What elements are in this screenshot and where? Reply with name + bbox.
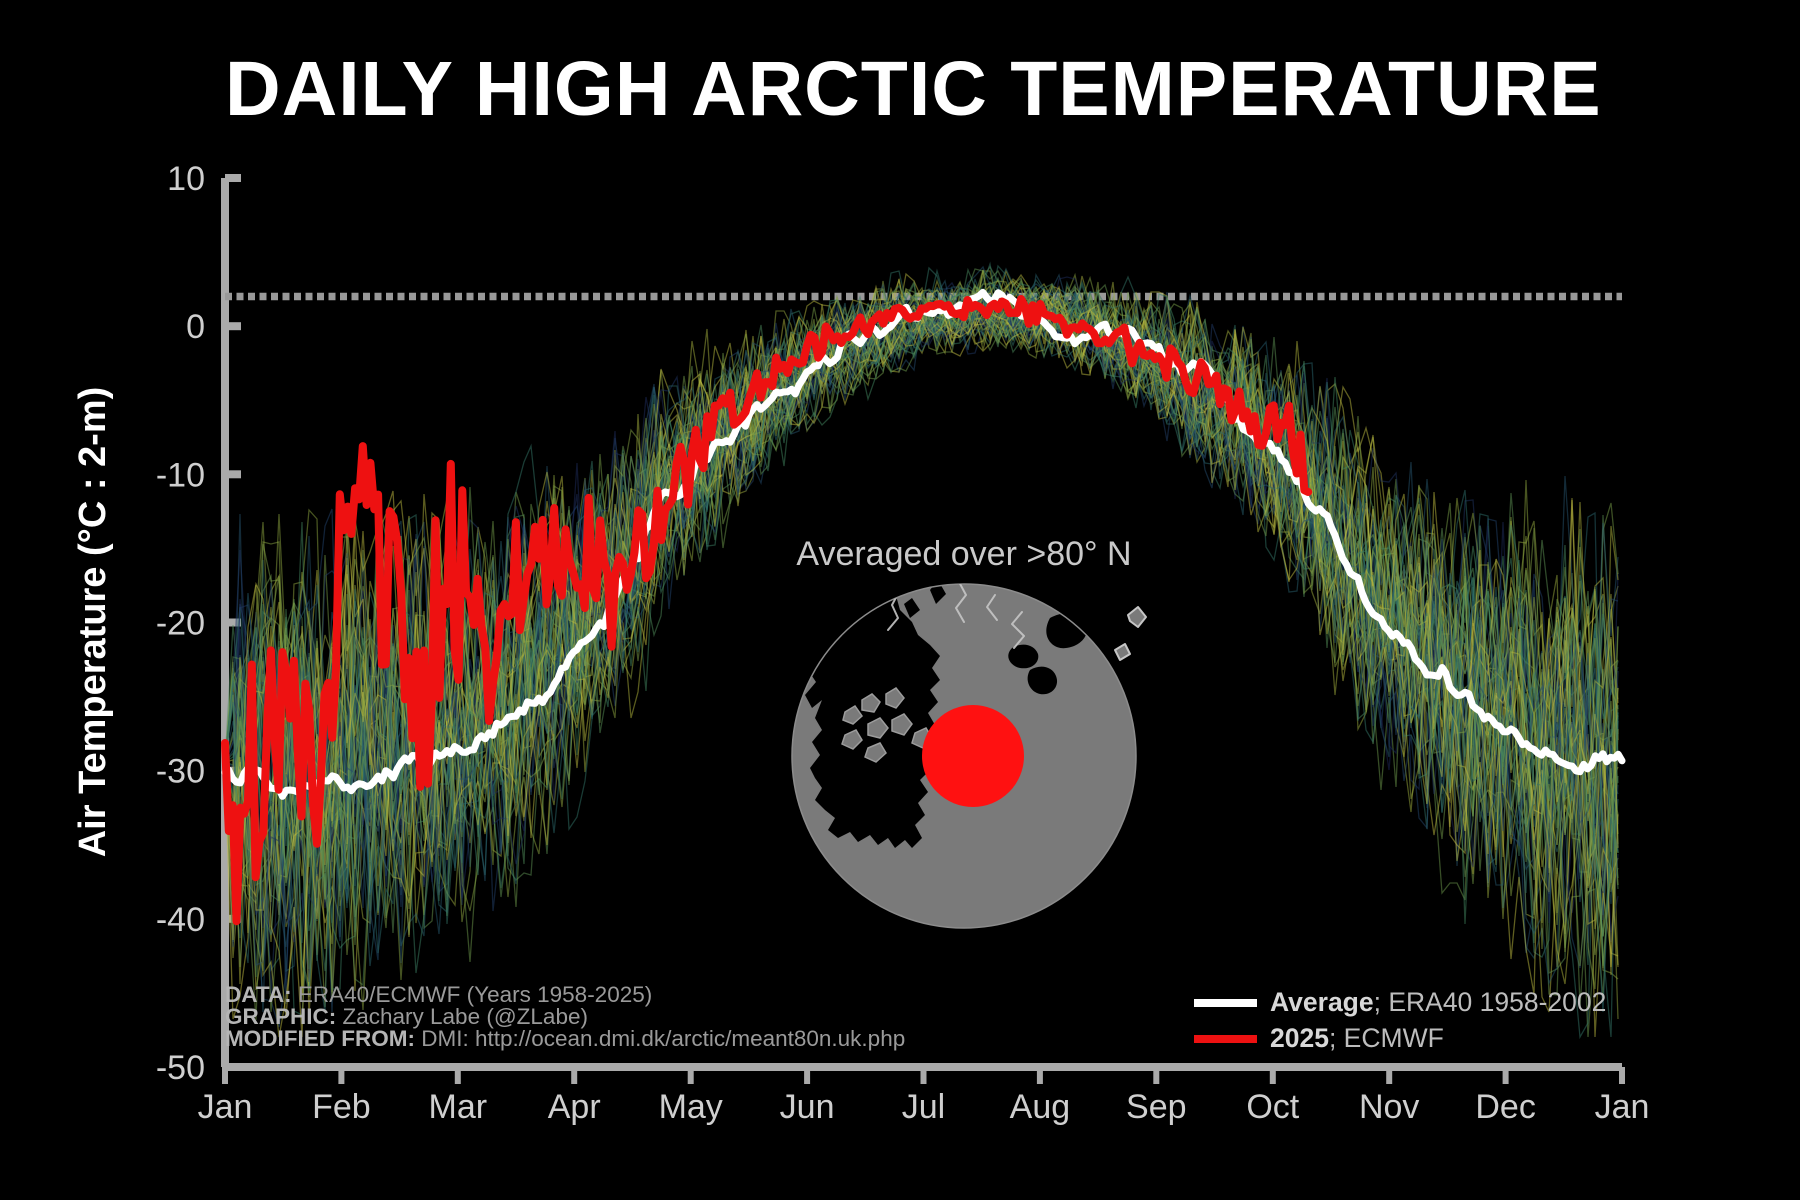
svg-text:May: May — [659, 1088, 723, 1126]
svg-text:Sep: Sep — [1126, 1088, 1187, 1126]
svg-text:Jan: Jan — [1595, 1088, 1650, 1126]
svg-text:MODIFIED FROM: DMI: http://oce: MODIFIED FROM: DMI: http://ocean.dmi.dk/… — [225, 1026, 905, 1051]
svg-text:-50: -50 — [156, 1049, 205, 1087]
svg-text:Average; ERA40 1958-2002: Average; ERA40 1958-2002 — [1270, 987, 1606, 1017]
svg-text:Oct: Oct — [1246, 1088, 1299, 1126]
svg-text:Feb: Feb — [312, 1088, 371, 1126]
svg-text:2025; ECMWF: 2025; ECMWF — [1270, 1023, 1444, 1053]
svg-text:-20: -20 — [156, 605, 205, 643]
svg-text:Jan: Jan — [198, 1088, 253, 1126]
svg-text:Dec: Dec — [1475, 1088, 1535, 1126]
svg-text:-30: -30 — [156, 753, 205, 791]
svg-text:DAILY HIGH ARCTIC TEMPERATURE: DAILY HIGH ARCTIC TEMPERATURE — [225, 46, 1602, 132]
svg-text:-40: -40 — [156, 901, 205, 939]
svg-text:Jul: Jul — [902, 1088, 945, 1126]
svg-text:Aug: Aug — [1010, 1088, 1071, 1126]
svg-text:Mar: Mar — [429, 1088, 488, 1126]
svg-text:Air Temperature (°C : 2-m): Air Temperature (°C : 2-m) — [72, 387, 114, 858]
svg-text:0: 0 — [186, 308, 205, 346]
svg-text:10: 10 — [167, 160, 205, 198]
svg-text:Apr: Apr — [548, 1088, 601, 1126]
svg-text:Nov: Nov — [1359, 1088, 1419, 1126]
svg-text:Jun: Jun — [780, 1088, 835, 1126]
svg-text:-10: -10 — [156, 456, 205, 494]
svg-text:Averaged over >80° N: Averaged over >80° N — [796, 535, 1131, 573]
